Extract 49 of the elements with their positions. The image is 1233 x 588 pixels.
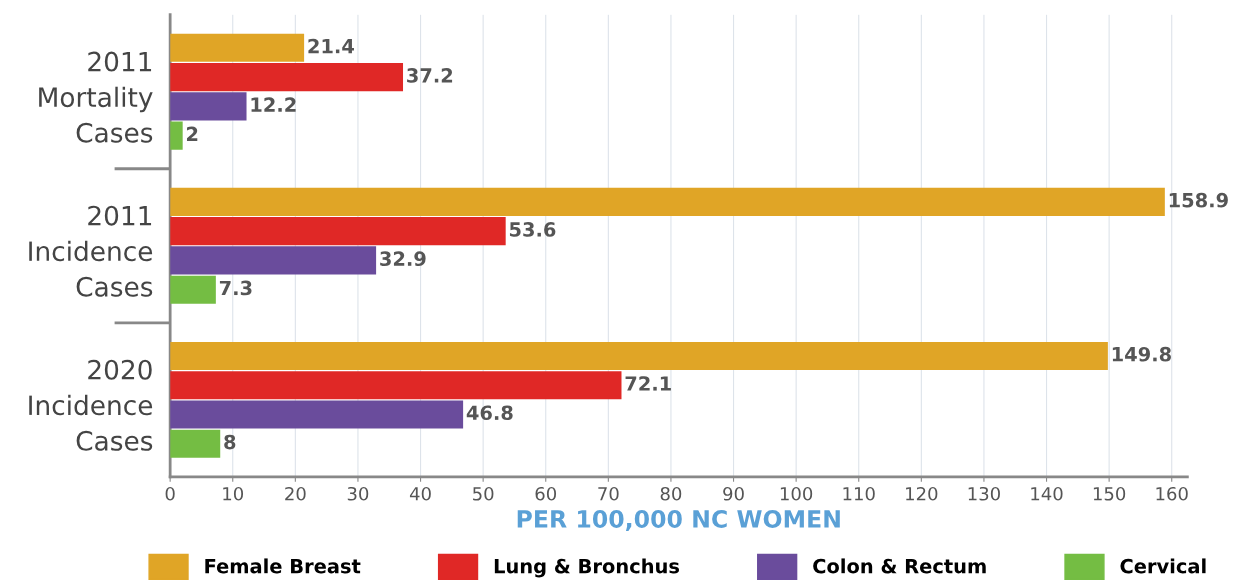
bar [170,341,1108,370]
data-label: 8 [224,434,236,450]
bar [170,371,622,400]
x-tick-label: 140 [1031,486,1063,501]
x-tick-label: 90 [723,486,744,501]
x-tick-label: 10 [223,486,244,501]
x-tick-label: 30 [347,486,369,501]
data-label: 2 [186,126,198,141]
data-label: 21.4 [308,38,354,54]
x-tick-label: 110 [843,486,875,501]
data-label: 46.8 [466,405,513,421]
y-tick-label: 2020 Incidence Cases [29,359,153,451]
bar [170,400,464,429]
data-label: 149.8 [1112,346,1171,362]
x-tick-label: 150 [1093,486,1126,501]
bar [170,429,221,458]
data-label: 158.9 [1169,192,1228,208]
bar [170,246,377,275]
bar [170,63,404,92]
legend-label: Colon & Rectum [813,558,986,574]
x-axis-title: PER 100,000 NC WOMEN [517,510,840,531]
data-label: 32.9 [380,251,426,267]
legend-label: Female Breast [205,558,361,574]
data-label: 37.2 [407,68,453,83]
x-tick-label: 70 [598,486,619,501]
x-tick-label: 0 [165,486,175,501]
x-tick-label: 130 [968,486,1000,501]
bar [170,187,1165,216]
x-tick-label: 80 [660,486,682,501]
bar [170,33,305,62]
x-tick-label: 20 [285,486,306,501]
x-tick-label: 160 [1156,486,1188,501]
data-label: 12.2 [251,97,296,112]
legend-label: Lung & Bronchus [494,558,680,578]
bar [170,92,247,121]
x-tick-label: 40 [409,486,431,501]
x-tick-label: 50 [473,486,494,501]
bar [170,275,216,304]
bar [170,217,506,246]
x-tick-label: 100 [780,486,813,501]
bar [170,121,183,150]
y-tick-label: 2011 Incidence Cases [29,205,153,297]
y-tick-label: 2011 Mortality Cases [39,51,153,143]
data-label: 53.6 [509,222,556,237]
x-tick-label: 60 [535,486,557,501]
data-label: 7.3 [219,280,252,296]
legend-label: Cervical [1120,558,1206,574]
x-tick-label: 120 [906,486,938,501]
data-label: 72.1 [625,376,671,391]
